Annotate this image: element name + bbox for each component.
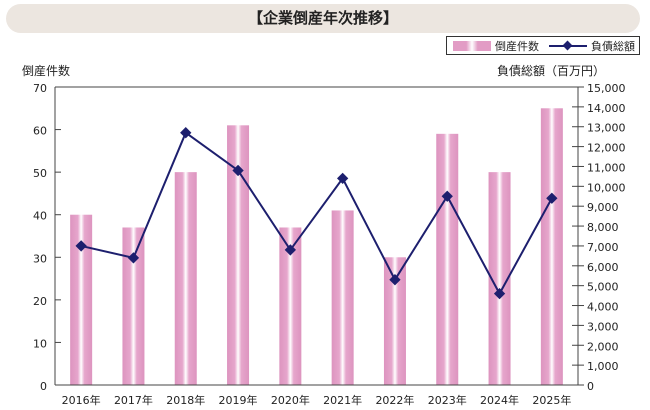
y-left-tick-label: 30: [33, 252, 47, 265]
y-right-tick-label: 1,000: [587, 360, 619, 373]
marker-2017年: [127, 252, 140, 264]
y-right-tick-label: 6,000: [587, 261, 619, 274]
bar-2021年: [331, 210, 354, 385]
x-tick-label: 2023年: [428, 393, 467, 407]
chart-title: 【企業倒産年次推移】: [6, 4, 640, 33]
bar-2020年: [279, 227, 302, 385]
marker-2025年: [546, 192, 558, 204]
y-right-tick-label: 3,000: [587, 320, 619, 333]
legend-bar-label: 倒産件数: [495, 39, 539, 53]
y-left-tick-label: 0: [40, 380, 47, 393]
y-left-tick-label: 70: [33, 82, 47, 95]
y-left-tick-label: 40: [33, 210, 47, 223]
marker-2024年: [493, 287, 506, 300]
y-left-tick-label: 60: [33, 125, 47, 138]
bar-2022年: [383, 257, 406, 385]
x-tick-label: 2020年: [271, 393, 310, 407]
y-axis-right-label: 負債総額（百万円）: [497, 64, 606, 78]
marker-2020年: [284, 244, 297, 256]
legend-bar-swatch: [453, 40, 491, 51]
y-right-tick-label: 5,000: [587, 281, 619, 294]
x-tick-label: 2017年: [114, 393, 153, 407]
x-tick-label: 2025年: [532, 393, 571, 407]
marker-2019年: [232, 164, 244, 177]
x-tick-label: 2021年: [323, 393, 362, 407]
bar-2018年: [174, 172, 197, 385]
marker-2022年: [389, 274, 401, 286]
y-left-tick-label: 20: [33, 295, 47, 308]
marker-2021年: [336, 172, 349, 185]
legend: 倒産件数 負債総額: [446, 36, 640, 55]
x-tick-label: 2024年: [480, 393, 519, 407]
y-right-tick-label: 8,000: [587, 221, 619, 234]
y-right-tick-label: 13,000: [587, 122, 626, 135]
x-tick-label: 2019年: [219, 393, 258, 407]
x-tick-label: 2018年: [166, 393, 205, 407]
bar-2019年: [227, 125, 250, 386]
legend-line-label: 負債総額: [591, 39, 635, 53]
marker-2023年: [441, 190, 453, 202]
y-right-tick-label: 15,000: [587, 82, 626, 95]
y-right-tick-label: 2,000: [587, 340, 619, 353]
bar-2023年: [436, 133, 459, 385]
y-left-tick-label: 50: [33, 167, 47, 180]
bar-2016年: [70, 214, 93, 385]
legend-line-swatch: [549, 41, 587, 51]
marker-2018年: [180, 127, 192, 139]
y-right-tick-label: 12,000: [587, 142, 626, 155]
x-tick-label: 2022年: [375, 393, 414, 407]
y-left-tick-label: 10: [33, 337, 47, 350]
bar-2025年: [540, 108, 563, 386]
y-axis-left-label: 倒産件数: [22, 64, 71, 78]
bar-2024年: [488, 172, 511, 385]
line-series: [80, 131, 553, 296]
y-right-tick-label: 10,000: [587, 181, 626, 194]
bar-2017年: [122, 227, 145, 385]
y-right-tick-label: 7,000: [587, 241, 619, 254]
y-right-tick-label: 4,000: [587, 301, 619, 314]
y-right-tick-label: 14,000: [587, 102, 626, 115]
y-right-tick-label: 0: [587, 380, 594, 393]
y-right-tick-label: 11,000: [587, 161, 626, 174]
x-tick-label: 2016年: [62, 393, 101, 407]
y-right-tick-label: 9,000: [587, 201, 619, 214]
